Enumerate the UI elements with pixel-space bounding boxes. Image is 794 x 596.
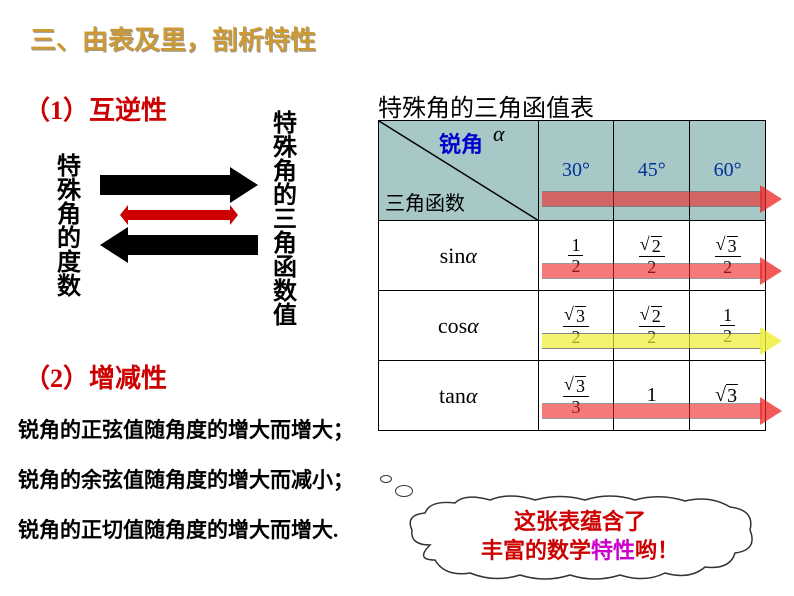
header-arrow [542,188,780,210]
header-acute-angle: 锐角 [439,127,483,159]
vertical-label-right: 特殊角的三角函数值 [272,112,298,328]
arrows-svg [100,165,258,265]
sin-arrow [542,260,780,282]
tan-label: tanα [379,361,539,431]
section-2-heading: （2）增减性 [24,358,167,395]
tan-arrow [542,400,780,422]
sin-label: sinα [379,221,539,291]
header-alpha: α [493,121,505,147]
vertical-label-left: 特殊角的度数 [56,155,82,299]
header-trigfn: 三角函数 [385,187,465,216]
cos-label: cosα [379,291,539,361]
section-1-heading: （1）互逆性 [24,90,167,127]
cos-arrow [542,330,780,352]
bubble-1 [395,485,413,497]
property-sine: 锐角的正弦值随角度的增大而增大； [18,414,354,444]
bidirectional-arrows [100,165,258,265]
page-title: 三、由表及里，剖析特性 [30,20,316,57]
property-tangent: 锐角的正切值随角度的增大而增大. [18,514,338,544]
bubble-2 [380,475,392,483]
property-cosine: 锐角的余弦值随角度的增大而减小； [18,464,354,494]
cloud-text: 这张表蕴含了 丰富的数学特性哟！ [430,508,730,565]
table-title: 特殊角的三角函值表 [378,88,594,123]
diagonal-header-cell: 锐角 α 三角函数 [379,121,539,221]
